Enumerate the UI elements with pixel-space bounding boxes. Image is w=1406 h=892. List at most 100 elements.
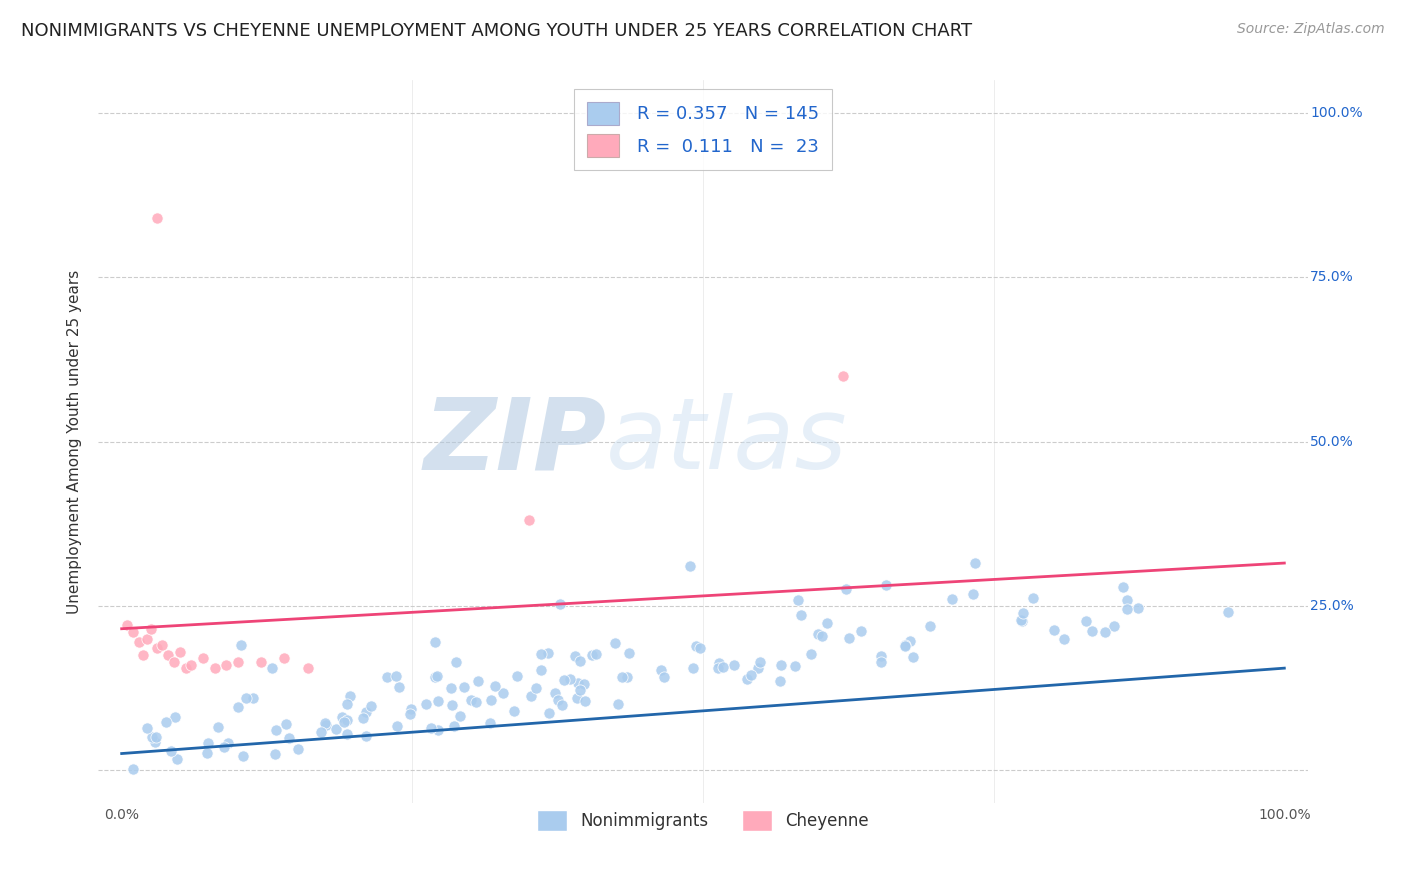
Text: NONIMMIGRANTS VS CHEYENNE UNEMPLOYMENT AMONG YOUTH UNDER 25 YEARS CORRELATION CH: NONIMMIGRANTS VS CHEYENNE UNEMPLOYMENT A… bbox=[21, 22, 972, 40]
Point bbox=[217, 736, 239, 750]
Point bbox=[723, 657, 745, 672]
Point bbox=[783, 658, 806, 673]
Point bbox=[610, 670, 633, 684]
Point bbox=[180, 657, 202, 672]
Point bbox=[354, 729, 377, 743]
Point bbox=[160, 744, 183, 758]
Point bbox=[616, 670, 638, 684]
Point bbox=[145, 641, 167, 656]
Y-axis label: Unemployment Among Youth under 25 years: Unemployment Among Youth under 25 years bbox=[67, 269, 83, 614]
Point bbox=[1012, 606, 1035, 620]
Point bbox=[831, 368, 853, 383]
Point bbox=[603, 636, 626, 650]
Point bbox=[747, 661, 769, 675]
Point bbox=[574, 693, 596, 707]
Point bbox=[273, 651, 295, 665]
Point bbox=[443, 719, 465, 733]
Point bbox=[163, 655, 186, 669]
Point bbox=[215, 657, 238, 672]
Point bbox=[553, 673, 575, 687]
Point bbox=[815, 616, 838, 631]
Point bbox=[537, 646, 560, 660]
Point bbox=[735, 672, 758, 686]
Point bbox=[517, 513, 540, 527]
Point bbox=[963, 556, 986, 570]
Point bbox=[1116, 593, 1139, 607]
Point bbox=[740, 668, 762, 682]
Point bbox=[385, 719, 408, 733]
Point bbox=[564, 648, 586, 663]
Point bbox=[165, 710, 187, 724]
Point bbox=[870, 649, 893, 664]
Point bbox=[141, 730, 163, 744]
Text: 100.0%: 100.0% bbox=[1310, 106, 1362, 120]
Point bbox=[352, 711, 374, 725]
Point bbox=[769, 673, 792, 688]
Point bbox=[169, 645, 191, 659]
Point bbox=[264, 723, 287, 738]
Point bbox=[711, 660, 734, 674]
Point bbox=[607, 697, 630, 711]
Point bbox=[918, 619, 941, 633]
Point bbox=[117, 618, 139, 632]
Point bbox=[1094, 625, 1116, 640]
Point bbox=[800, 648, 823, 662]
Point bbox=[287, 742, 309, 756]
Point bbox=[893, 639, 915, 653]
Point bbox=[449, 709, 471, 723]
Point bbox=[131, 648, 153, 662]
Point bbox=[204, 661, 226, 675]
Point bbox=[538, 706, 561, 720]
Point bbox=[679, 558, 702, 573]
Point bbox=[962, 587, 984, 601]
Point bbox=[195, 746, 218, 760]
Point bbox=[453, 680, 475, 694]
Point bbox=[551, 698, 574, 713]
Point bbox=[503, 704, 526, 718]
Point bbox=[212, 739, 235, 754]
Point bbox=[619, 646, 641, 660]
Point bbox=[427, 694, 450, 708]
Text: atlas: atlas bbox=[606, 393, 848, 490]
Point bbox=[232, 748, 254, 763]
Point bbox=[460, 693, 482, 707]
Point bbox=[547, 693, 569, 707]
Point bbox=[354, 705, 377, 719]
Point bbox=[870, 655, 893, 669]
Point bbox=[1074, 615, 1097, 629]
Point bbox=[399, 702, 422, 716]
Point bbox=[479, 693, 502, 707]
Point bbox=[849, 624, 872, 638]
Point bbox=[894, 638, 917, 652]
Point bbox=[122, 762, 145, 776]
Point bbox=[519, 689, 541, 703]
Point bbox=[262, 661, 284, 675]
Point bbox=[226, 699, 249, 714]
Point bbox=[297, 661, 319, 675]
Point bbox=[569, 683, 592, 698]
Point bbox=[419, 722, 441, 736]
Point bbox=[145, 211, 167, 226]
Point bbox=[336, 713, 359, 727]
Point bbox=[427, 723, 450, 738]
Text: 25.0%: 25.0% bbox=[1310, 599, 1354, 613]
Point bbox=[581, 648, 603, 662]
Point bbox=[530, 647, 553, 661]
Point bbox=[682, 661, 704, 675]
Point bbox=[1104, 619, 1126, 633]
Point bbox=[226, 655, 249, 669]
Text: Source: ZipAtlas.com: Source: ZipAtlas.com bbox=[1237, 22, 1385, 37]
Point bbox=[689, 641, 711, 656]
Point bbox=[274, 717, 297, 731]
Point bbox=[807, 627, 830, 641]
Point bbox=[1218, 605, 1240, 619]
Point bbox=[143, 735, 166, 749]
Point bbox=[136, 721, 159, 735]
Point bbox=[122, 625, 145, 640]
Point bbox=[838, 631, 860, 645]
Point bbox=[375, 670, 398, 684]
Point bbox=[811, 629, 834, 643]
Point bbox=[150, 638, 173, 652]
Point bbox=[505, 669, 527, 683]
Point bbox=[685, 639, 707, 653]
